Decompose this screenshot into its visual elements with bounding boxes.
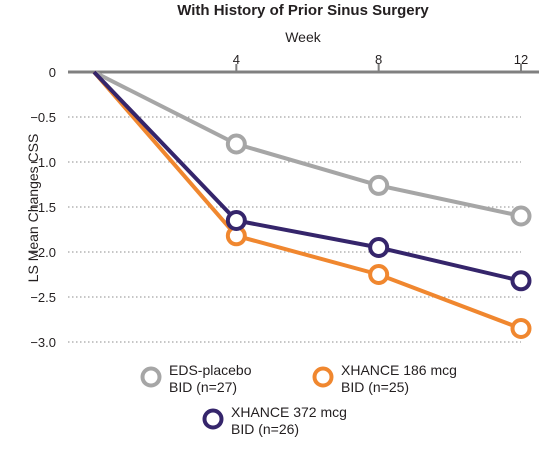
data-point-xhance-372-mcg: [368, 237, 390, 258]
y-tick-label: −0.5: [30, 110, 56, 125]
series-line-xhance-186-mcg: [92, 70, 522, 331]
x-tick-label: 4: [233, 52, 240, 67]
x-tick-label: 12: [514, 52, 528, 67]
data-point-xhance-372-mcg: [510, 270, 532, 292]
y-tick-label: −1.5: [30, 200, 56, 215]
y-axis-label: LS Mean Changes CSS: [25, 134, 41, 283]
data-point-xhance-186-mcg: [368, 264, 390, 285]
data-point-eds-placebo: [510, 205, 532, 227]
x-tick-labels: 4 8 12: [233, 52, 528, 72]
series-line-eds-placebo: [93, 70, 522, 218]
x-tick-label: 8: [375, 52, 382, 67]
y-tick-label: −1.0: [30, 155, 56, 170]
y-tick-label: −2.0: [30, 245, 56, 260]
legend-marker: [312, 366, 334, 388]
legend-label: EDS-placebo: [169, 362, 252, 378]
y-tick-label: −2.5: [30, 290, 56, 305]
data-point-eds-placebo: [225, 133, 247, 155]
legend-sublabel: BID (n=25): [341, 379, 409, 395]
gridlines: [68, 116, 521, 343]
data-point-eds-placebo: [368, 174, 390, 196]
series-line-xhance-372-mcg: [92, 70, 522, 283]
legend-label: XHANCE 372 mcg: [231, 404, 347, 420]
legend-marker: [202, 408, 224, 430]
data-point-xhance-186-mcg: [510, 318, 532, 339]
series-lines: [92, 70, 532, 339]
legend-marker: [140, 366, 162, 388]
y-tick-label: −3.0: [30, 335, 56, 350]
y-tick-label: 0: [49, 65, 56, 80]
legend-sublabel: BID (n=26): [231, 421, 299, 437]
x-axis-label: Week: [285, 29, 322, 45]
y-tick-labels: 0 −0.5 −1.0 −1.5 −2.0 −2.5 −3.0: [30, 65, 56, 350]
legend-sublabel: BID (n=27): [169, 379, 237, 395]
legend-label: XHANCE 186 mcg: [341, 362, 457, 378]
chart-title: With History of Prior Sinus Surgery: [177, 2, 429, 19]
data-point-xhance-372-mcg: [225, 210, 247, 231]
